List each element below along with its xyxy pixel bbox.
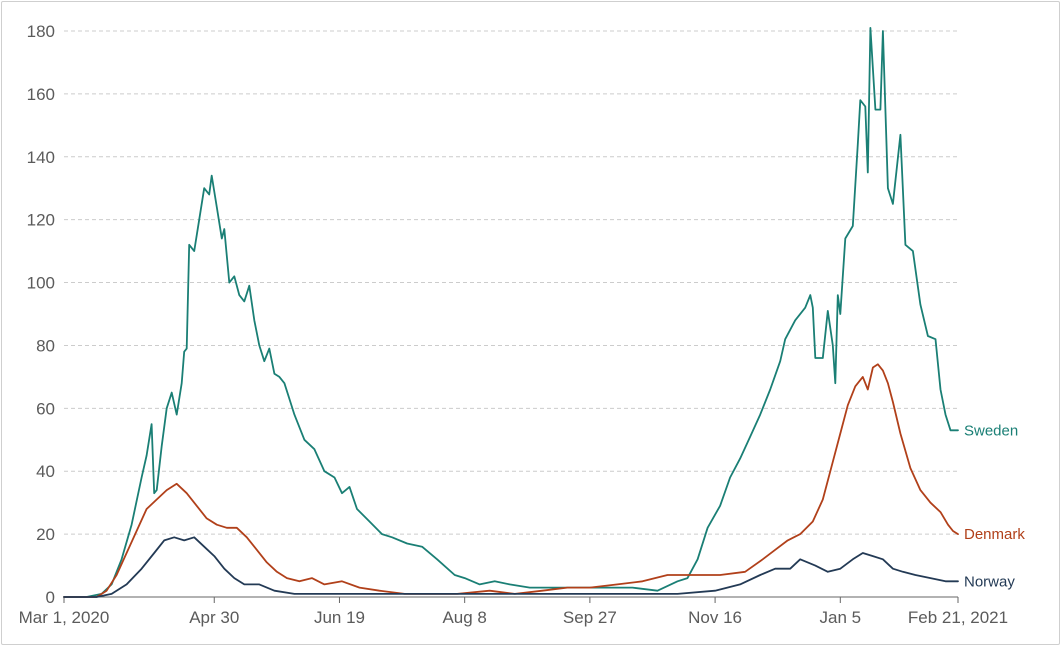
y-tick-label-0: 0: [46, 588, 55, 607]
series-labels: Sweden Denmark Norway: [964, 422, 1025, 590]
series-line-denmark: [63, 363, 959, 598]
y-tick-label-40: 40: [36, 462, 55, 481]
y-tick-label-180: 180: [27, 22, 55, 41]
y-tick-label-140: 140: [27, 148, 55, 167]
y-tick-label-60: 60: [36, 399, 55, 418]
series-label-denmark: Denmark: [964, 526, 1025, 543]
y-tick-label-100: 100: [27, 274, 55, 293]
y-axis-ticks: 0 20 40 60 80 100 120 140 160 180: [27, 22, 55, 607]
x-tick-label-1: Apr 30: [189, 608, 239, 627]
series-label-sweden: Sweden: [964, 422, 1018, 439]
y-tick-label-120: 120: [27, 211, 55, 230]
x-tick-label-7: Feb 21, 2021: [908, 608, 1008, 627]
x-tick-label-0: Mar 1, 2020: [19, 608, 110, 627]
y-tick-label-80: 80: [36, 336, 55, 355]
series-line-sweden: [63, 27, 959, 598]
x-tick-label-2: Jun 19: [314, 608, 365, 627]
grid-lines: [64, 30, 958, 535]
x-tick-label-4: Sep 27: [563, 608, 617, 627]
series-label-norway: Norway: [964, 573, 1015, 590]
series-lines: [63, 27, 959, 598]
x-tick-label-3: Aug 8: [442, 608, 486, 627]
x-axis-ticks: Mar 1, 2020 Apr 30 Jun 19 Aug 8 Sep 27 Nov 16…: [19, 597, 1008, 627]
y-tick-label-160: 160: [27, 85, 55, 104]
x-tick-label-6: Jan 5: [820, 608, 862, 627]
y-tick-label-20: 20: [36, 525, 55, 544]
x-tick-label-5: Nov 16: [688, 608, 742, 627]
series-line-norway: [63, 536, 959, 598]
